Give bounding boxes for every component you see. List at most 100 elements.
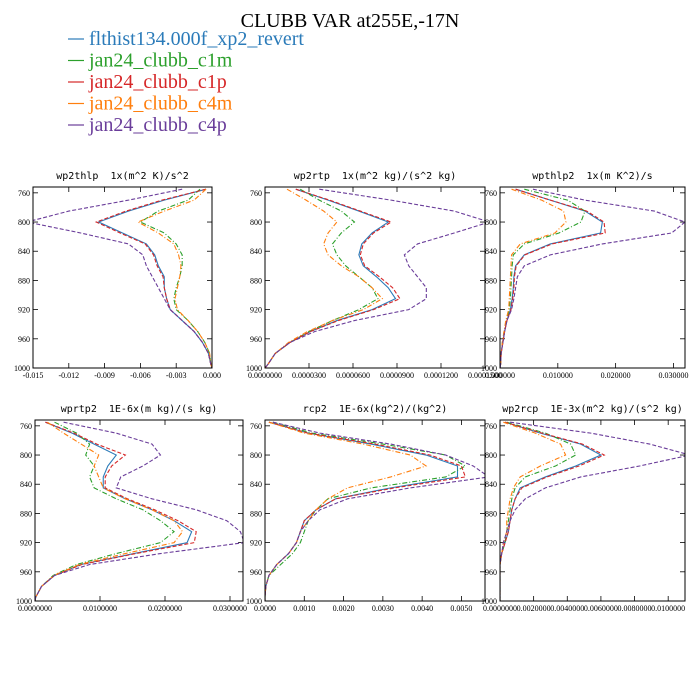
y-tick-label: 760 [250,422,262,431]
x-tick-label: 0.0100000 [83,604,117,613]
x-tick-label: -0.003 [166,371,187,380]
plot-area [33,188,212,368]
x-tick-label: 0.0100000 [651,604,685,613]
panel: wp2rcp 1E-3x(m^2 kg)/(s^2 kg) 0.0000000 0.… [481,404,686,613]
x-tick-label: 0.0020 [333,604,355,613]
x-tick-label: 0.0060000 [584,604,618,613]
x-tick-label: -0.012 [58,371,79,380]
figure-title: CLUBB VAR at255E,-17N [241,10,460,32]
x-tick-label: 0.0200000 [148,604,182,613]
y-tick-label: 960 [250,335,262,344]
y-tick-label: 800 [485,218,497,227]
x-tick-label: 0.0040000 [550,604,584,613]
y-tick-label: 760 [20,422,32,431]
plot-frame [499,419,686,602]
panel: wp2rtp 1x(m^2 kg)/(s^2 kg) 0.0000000 0.000… [246,171,502,380]
series-line [35,421,184,601]
plot-frame [264,419,486,602]
series-line [500,188,567,368]
legend-label: flthist134.000f_xp2_revert [89,28,304,50]
y-tick-label: 960 [485,335,497,344]
legend-label: jan24_clubb_c4p [88,114,227,136]
panel: wpthlp2 1x(m K^2)/s 0.000000 0.010000 0.020… [481,171,688,380]
series-line [33,188,212,368]
x-tick-label: 0.030000 [658,371,688,380]
series-line [35,421,175,601]
series-line [500,188,685,368]
y-tick-label: 1000 [246,597,262,606]
x-tick-label: 0.0050 [450,604,472,613]
panel: rcp2 1E-6x(kg^2)/(kg^2) 0.0000 0.0010 0.002… [246,404,486,613]
y-tick-label: 760 [485,189,497,198]
panel-title: rcp2 1E-6x(kg^2)/(kg^2) [303,404,448,415]
y-tick-label: 960 [18,335,30,344]
series-line [500,421,685,601]
y-tick-label: 840 [250,247,262,256]
plot-area [500,188,685,368]
plot-area [35,421,243,601]
y-tick-label: 1000 [14,364,30,373]
y-tick-label: 920 [250,306,262,315]
y-tick-label: 840 [18,247,30,256]
x-tick-label: -0.015 [23,371,44,380]
x-tick-label: -0.006 [130,371,151,380]
y-tick-label: 880 [250,276,262,285]
x-tick-label: 0.0001200 [424,371,458,380]
y-tick-label: 880 [485,276,497,285]
y-tick-label: 960 [250,568,262,577]
panel-title: wp2rtp 1x(m^2 kg)/(s^2 kg) [294,171,457,182]
y-tick-label: 800 [20,451,32,460]
plot-area [265,188,485,368]
y-tick-label: 800 [485,451,497,460]
panel: wprtp2 1E-6x(m kg)/(s kg) 0.0000000 0.0100… [16,404,247,613]
y-tick-label: 760 [250,189,262,198]
x-tick-label: 0.000000 [485,371,515,380]
series-line [265,421,485,601]
x-tick-label: 0.010000 [543,371,573,380]
x-tick-label: 0.0030 [372,604,394,613]
series-line [265,188,379,368]
y-tick-label: 880 [18,276,30,285]
series-line [265,421,428,601]
legend-label: jan24_clubb_c1p [88,71,227,93]
x-tick-label: 0.0300000 [213,604,247,613]
x-tick-label: 0.0000 [254,604,276,613]
y-tick-label: 1000 [481,597,497,606]
y-tick-label: 1000 [16,597,32,606]
y-tick-label: 840 [485,480,497,489]
x-tick-label: 0.000 [203,371,221,380]
y-tick-label: 800 [250,451,262,460]
legend-label: jan24_clubb_c4m [88,93,233,115]
y-tick-label: 920 [485,539,497,548]
series-line [265,188,384,368]
y-tick-label: 1000 [246,364,262,373]
y-tick-label: 760 [18,189,30,198]
x-tick-label: 0.0000000 [483,604,517,613]
x-tick-label: 0.020000 [601,371,631,380]
panel: wp2thlp 1x(m^2 K)/s^2 -0.015 -0.012 -0.009 -… [14,171,221,380]
series-line [500,421,567,601]
y-tick-label: 920 [20,539,32,548]
x-tick-label: 0.0000600 [336,371,370,380]
y-tick-label: 800 [250,218,262,227]
panel-title: wp2thlp 1x(m^2 K)/s^2 [56,171,188,182]
series-line [136,188,212,368]
y-tick-label: 880 [250,509,262,518]
x-tick-label: -0.009 [94,371,115,380]
x-tick-label: 0.0000900 [380,371,414,380]
panel-title: wpthlp2 1x(m K^2)/s [532,171,652,182]
x-tick-label: 0.0000300 [292,371,326,380]
y-tick-label: 840 [485,247,497,256]
panel-title: wprtp2 1E-6x(m kg)/(s kg) [61,404,218,415]
y-tick-label: 920 [18,306,30,315]
y-tick-label: 960 [485,568,497,577]
panel-title: wp2rcp 1E-3x(m^2 kg)/(s^2 kg) [502,404,683,415]
y-tick-label: 880 [485,509,497,518]
series-line [500,421,606,601]
x-tick-label: 0.0040 [411,604,433,613]
x-tick-label: 0.0080000 [618,604,652,613]
series-line [500,421,577,601]
x-tick-label: 0.0001500 [468,371,502,380]
